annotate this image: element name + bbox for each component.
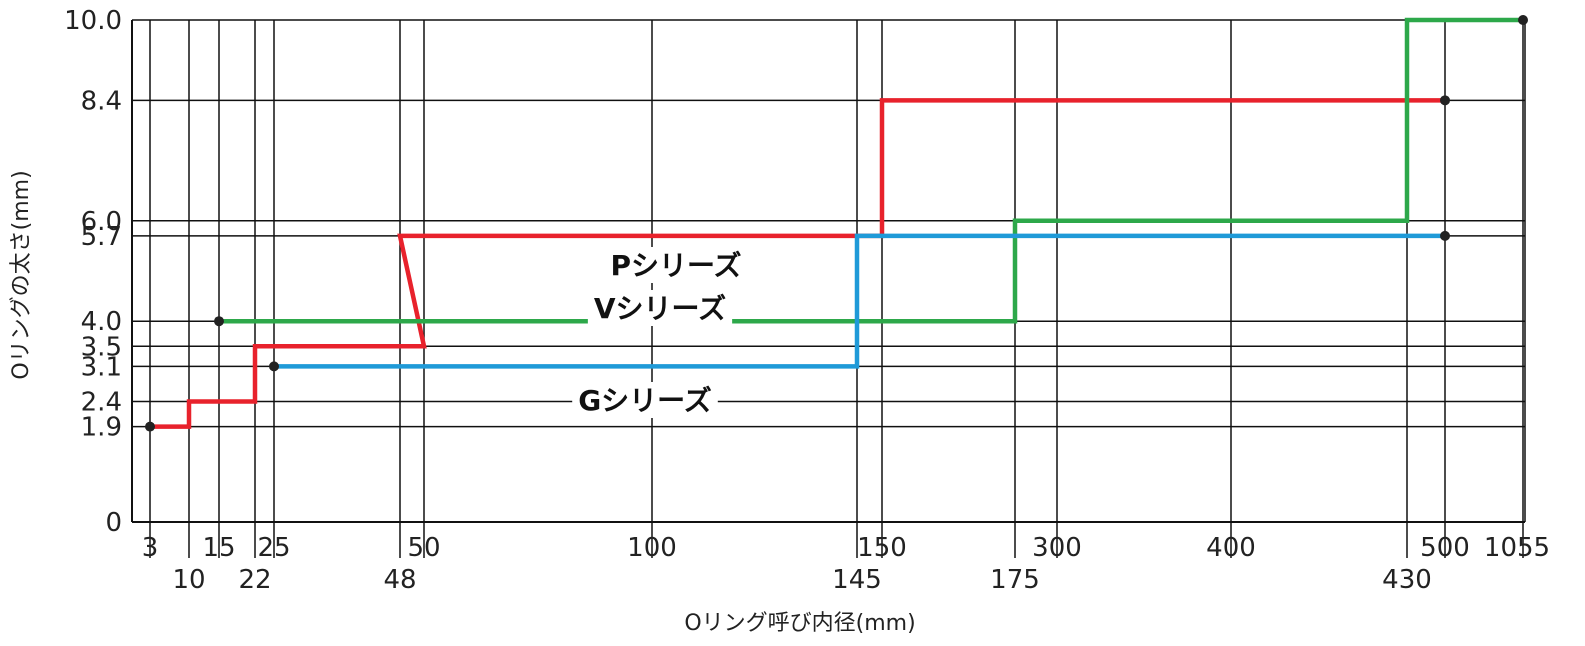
series-label: Gシリーズ (578, 384, 712, 417)
x-tick-label: 430 (1382, 565, 1432, 595)
y-axis-title: Oリングの太さ(mm) (9, 170, 34, 379)
x-axis-title: Oリング呼び内径(mm) (684, 611, 915, 636)
series-endpoint (269, 361, 279, 372)
x-tick-label: 500 (1420, 533, 1470, 563)
y-tick-label: 5.7 (81, 222, 122, 252)
y-tick-label: 10.0 (64, 6, 122, 36)
series-label-background (587, 290, 733, 326)
y-tick-label: 0 (105, 508, 122, 538)
series-endpoint (214, 316, 224, 327)
series-line-1 (219, 17, 1523, 324)
x-tick-label: 10 (172, 565, 205, 595)
x-tick-label: 150 (857, 533, 907, 563)
x-tick-label: 3 (142, 533, 159, 563)
series-label: Vシリーズ (594, 292, 726, 325)
x-tick-label: 1055 (1484, 533, 1550, 563)
series-endpoint (1440, 95, 1450, 106)
x-tick-label: 22 (238, 565, 271, 595)
x-tick-label: 50 (407, 533, 440, 563)
series-line-0 (150, 98, 1445, 429)
x-tick-label: 145 (832, 565, 882, 595)
series-line-2 (274, 233, 1445, 369)
y-tick-label: 4.0 (81, 307, 122, 337)
y-tick-label: 8.4 (81, 86, 122, 116)
y-tick-label: 1.9 (81, 413, 122, 443)
series-endpoint (1518, 15, 1528, 25)
series-label-background (604, 247, 748, 283)
series-label-background (572, 382, 718, 418)
series-label: Pシリーズ (610, 249, 741, 282)
x-tick-label: 25 (257, 533, 290, 563)
x-tick-label: 100 (627, 533, 677, 563)
series-group: Pシリーズ Vシリーズ Gシリーズ (145, 15, 1528, 432)
y-tick-label: 2.4 (81, 388, 122, 418)
x-tick-label: 175 (990, 565, 1040, 595)
x-tick-label: 300 (1032, 533, 1082, 563)
x-tick-label: 48 (383, 565, 416, 595)
x-tick-label: 15 (202, 533, 235, 563)
series-endpoint (145, 421, 155, 432)
x-tick-label: 400 (1206, 533, 1256, 563)
series-endpoint (1440, 230, 1450, 241)
y-tick-label: 3.5 (81, 332, 122, 362)
y-tick-label: 3.1 (81, 352, 122, 382)
y-tick-label: 6.0 (81, 207, 122, 237)
